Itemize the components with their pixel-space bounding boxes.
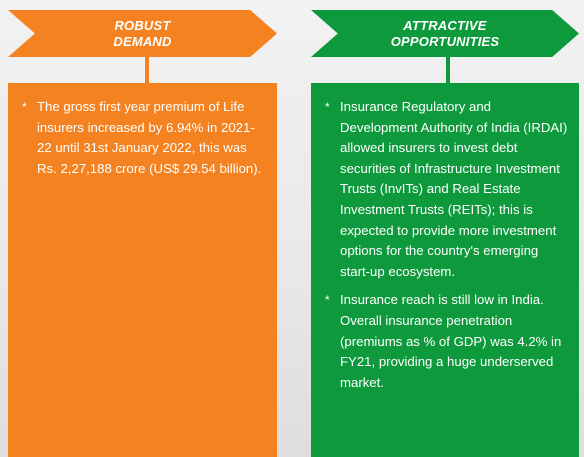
robust-demand-banner: ROBUST DEMAND [8,10,277,57]
bullet-item: * Insurance reach is still low in India.… [325,290,569,393]
attractive-opportunities-title-line2: OPPORTUNITIES [390,33,500,49]
bullet-text: Insurance Regulatory and Development Aut… [340,99,568,279]
bullet-item: * The gross first year premium of Life i… [22,97,265,179]
bullet-text: The gross first year premium of Life ins… [37,99,262,176]
bullet-asterisk-icon: * [325,293,330,308]
robust-demand-title-line1: ROBUST [114,17,171,33]
bullet-asterisk-icon: * [325,100,330,114]
bullet-text: Insurance reach is still low in India. O… [340,292,562,390]
attractive-opportunities-panel: * Insurance Regulatory and Development A… [311,83,579,457]
robust-demand-title: ROBUST DEMAND [113,18,171,50]
attractive-opportunities-title: ATTRACTIVE OPPORTUNITIES [391,18,500,50]
robust-demand-title-line2: DEMAND [113,33,172,49]
attractive-opportunities-banner: ATTRACTIVE OPPORTUNITIES [311,10,579,57]
attractive-opportunities-title-line1: ATTRACTIVE [403,17,487,33]
attractive-opportunities-connector [446,57,450,83]
robust-demand-connector [145,57,149,83]
bullet-item: * Insurance Regulatory and Development A… [325,97,569,282]
bullet-asterisk-icon: * [22,100,27,114]
robust-demand-panel: * The gross first year premium of Life i… [8,83,277,457]
